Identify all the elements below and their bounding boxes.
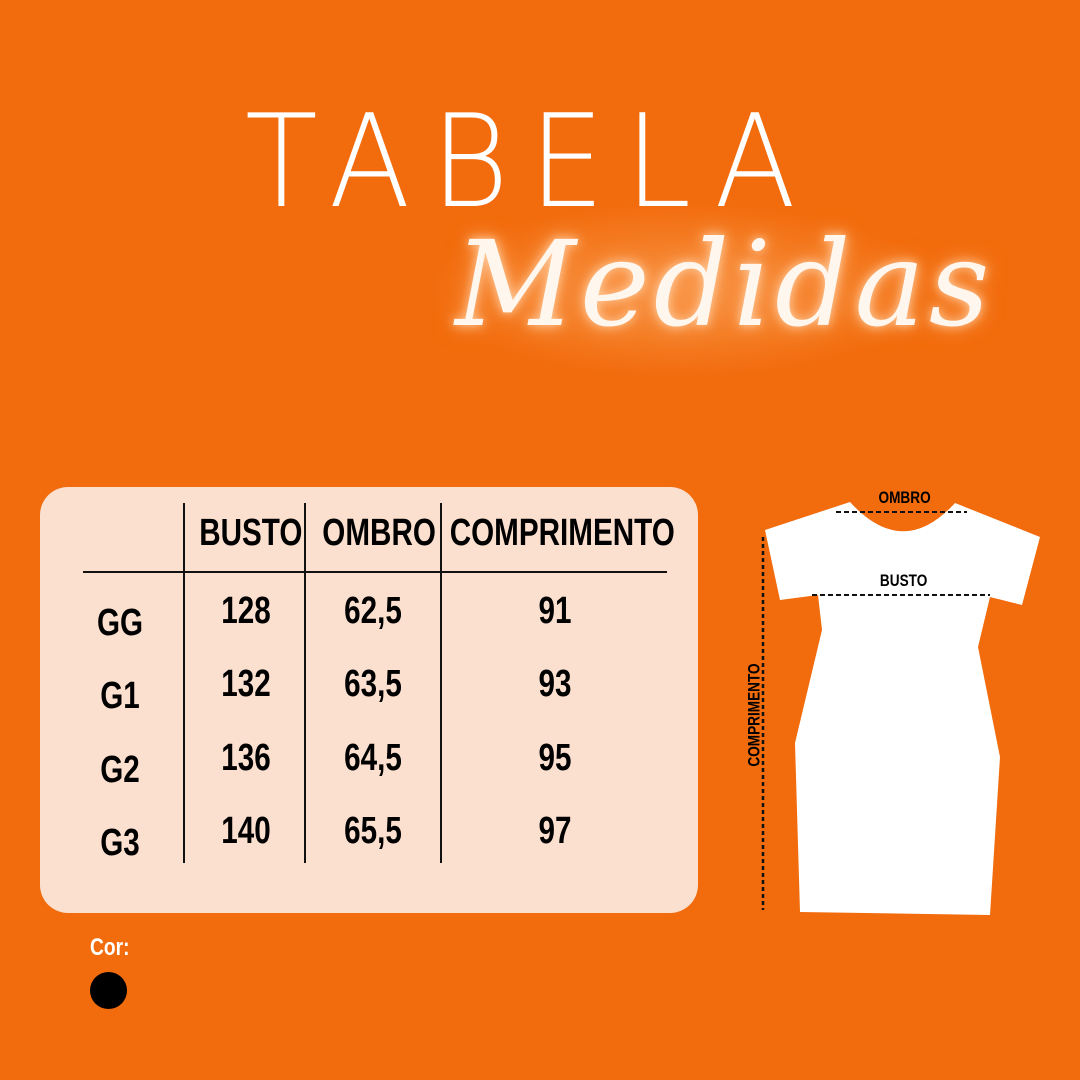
table-divider bbox=[440, 503, 442, 863]
table-header-divider bbox=[83, 571, 667, 573]
cell-comprimento: 95 bbox=[538, 737, 572, 779]
cell-busto: 128 bbox=[221, 590, 271, 632]
cell-ombro: 62,5 bbox=[344, 590, 402, 632]
cell-busto: 140 bbox=[221, 810, 271, 852]
cell-size: G1 bbox=[100, 675, 140, 717]
cell-comprimento: 97 bbox=[538, 810, 572, 852]
table-divider bbox=[183, 503, 185, 863]
cell-size: G3 bbox=[100, 822, 140, 864]
cell-comprimento: 91 bbox=[538, 590, 572, 632]
header-ombro: OMBRO bbox=[322, 512, 436, 554]
page-title: TABELA bbox=[245, 88, 817, 237]
color-label: Cor: bbox=[90, 934, 130, 961]
table-divider bbox=[304, 503, 306, 863]
cell-ombro: 63,5 bbox=[344, 663, 402, 705]
size-table-panel bbox=[40, 487, 698, 913]
comprimento-label: COMPRIMENTO bbox=[744, 663, 764, 767]
header-comprimento: COMPRIMENTO bbox=[449, 512, 675, 554]
cell-size: GG bbox=[96, 602, 144, 644]
page-subtitle: Medidas bbox=[455, 215, 994, 353]
cell-comprimento: 93 bbox=[538, 663, 572, 705]
dress-silhouette bbox=[765, 502, 1040, 915]
cell-size: G2 bbox=[100, 749, 140, 791]
cell-ombro: 65,5 bbox=[344, 810, 402, 852]
title-glow bbox=[420, 200, 940, 380]
busto-label: BUSTO bbox=[879, 571, 928, 590]
cell-ombro: 64,5 bbox=[344, 737, 402, 779]
cell-busto: 132 bbox=[221, 663, 271, 705]
color-swatch-black[interactable] bbox=[90, 972, 127, 1009]
header-busto: BUSTO bbox=[199, 512, 303, 554]
ombro-label: OMBRO bbox=[878, 488, 931, 507]
cell-busto: 136 bbox=[221, 737, 271, 779]
